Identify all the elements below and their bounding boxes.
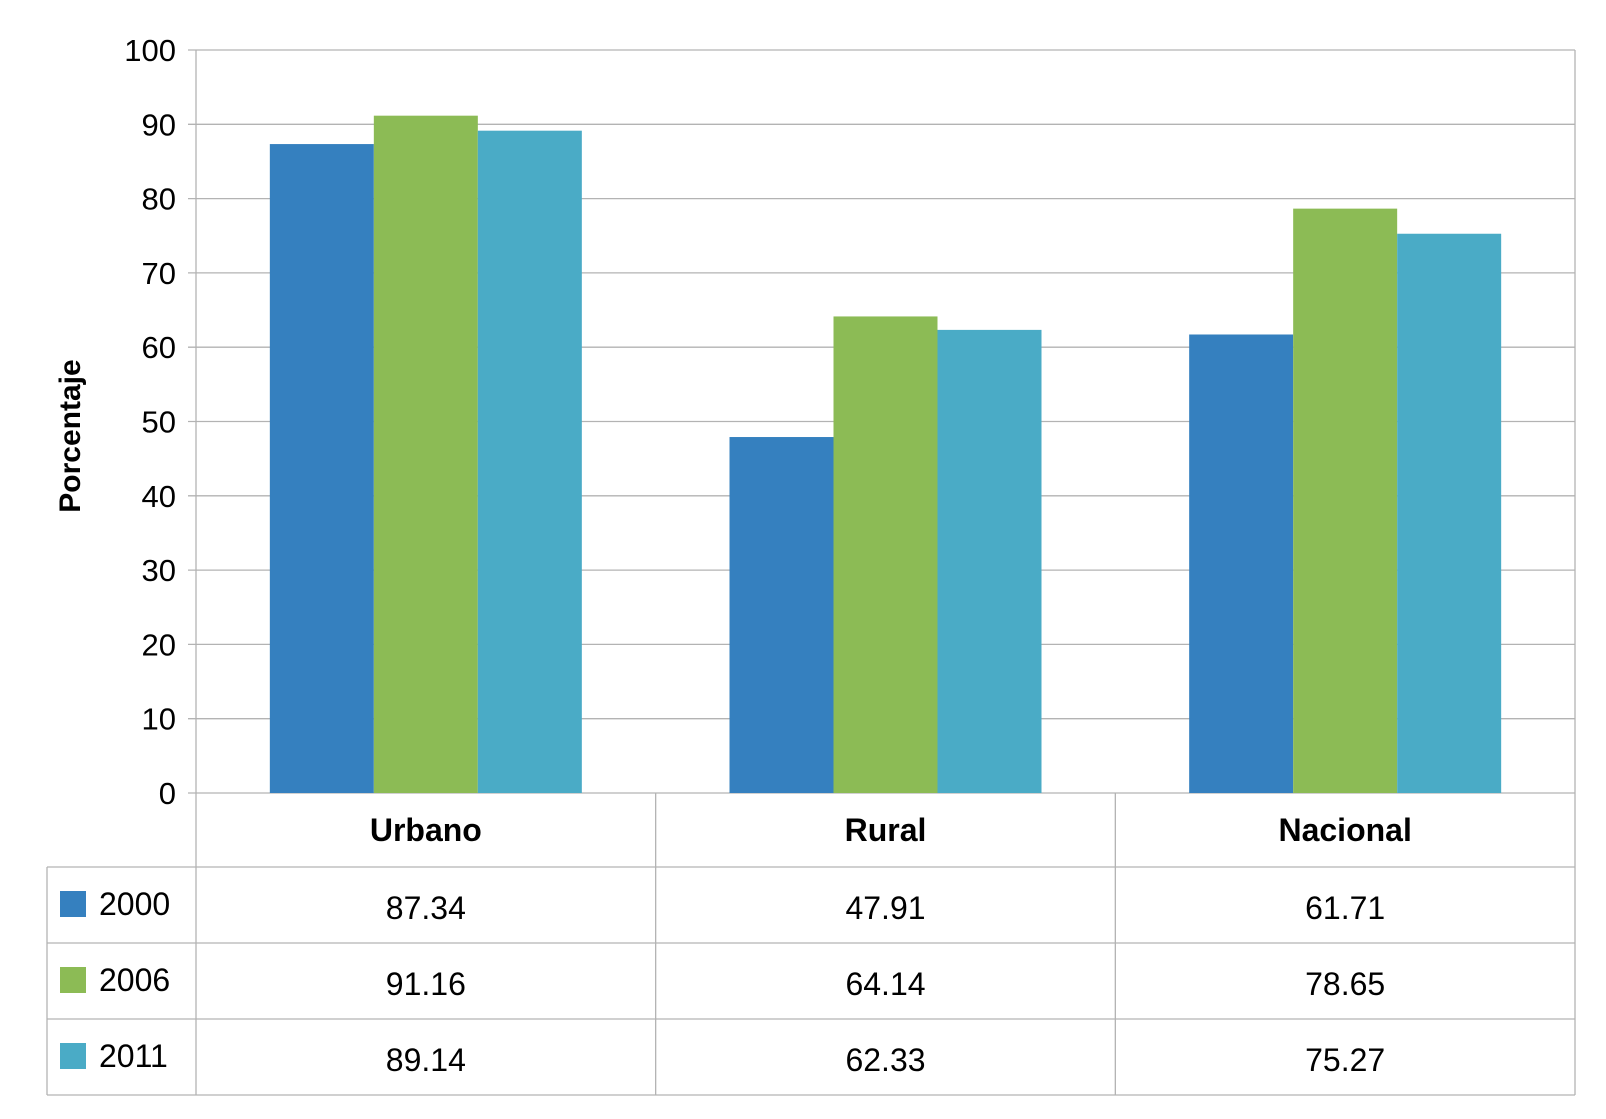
y-tick-label: 40 [142, 479, 176, 514]
y-tick-label: 70 [142, 256, 176, 291]
y-tick-label: 60 [142, 330, 176, 365]
data-label: 87.34 [386, 890, 466, 926]
y-axis: 0 10 20 30 40 50 60 70 80 90 100 [124, 33, 1576, 811]
bar-nacional-2006 [1293, 208, 1398, 793]
y-tick-label: 30 [142, 553, 176, 588]
legend-label: 2006 [99, 962, 170, 998]
data-label: 61.71 [1305, 890, 1385, 926]
bar-nacional-2011 [1397, 233, 1502, 793]
y-tick-label: 0 [159, 776, 176, 811]
y-axis-label: Porcentaje [54, 359, 87, 512]
legend-label: 2011 [99, 1038, 168, 1074]
y-tick-label: 100 [124, 33, 176, 68]
data-label: 62.33 [845, 1042, 925, 1078]
legend-swatch-2000 [60, 891, 86, 917]
data-label: 75.27 [1305, 1042, 1385, 1078]
x-category-label: Nacional [1278, 812, 1411, 848]
bar-urbano-2006 [373, 115, 478, 793]
y-tick-label: 50 [142, 405, 176, 440]
y-tick-label: 10 [142, 702, 176, 737]
data-label: 91.16 [386, 966, 466, 1002]
data-label: 64.14 [845, 966, 925, 1002]
x-category-label: Urbano [370, 812, 482, 848]
y-tick-label: 20 [142, 627, 176, 662]
data-label: 47.91 [845, 890, 925, 926]
legend-swatch-2011 [60, 1043, 86, 1069]
y-tick-label: 90 [142, 107, 176, 142]
bar-nacional-2000 [1189, 334, 1294, 793]
x-category-label: Rural [845, 812, 927, 848]
bar-rural-2000 [729, 437, 834, 793]
bar-urbano-2011 [477, 130, 582, 793]
data-label: 89.14 [386, 1042, 466, 1078]
legend-swatch-2006 [60, 967, 86, 993]
legend-label: 2000 [99, 886, 170, 922]
bar-rural-2011 [937, 329, 1042, 793]
bars [269, 115, 1502, 794]
y-tick-label: 80 [142, 182, 176, 217]
data-table: Urbano Rural Nacional 2000 87.34 47.91 61.71 20… [46, 793, 1576, 1096]
bar-urbano-2000 [269, 144, 374, 794]
bar-rural-2006 [833, 316, 938, 793]
data-label: 78.65 [1305, 966, 1385, 1002]
